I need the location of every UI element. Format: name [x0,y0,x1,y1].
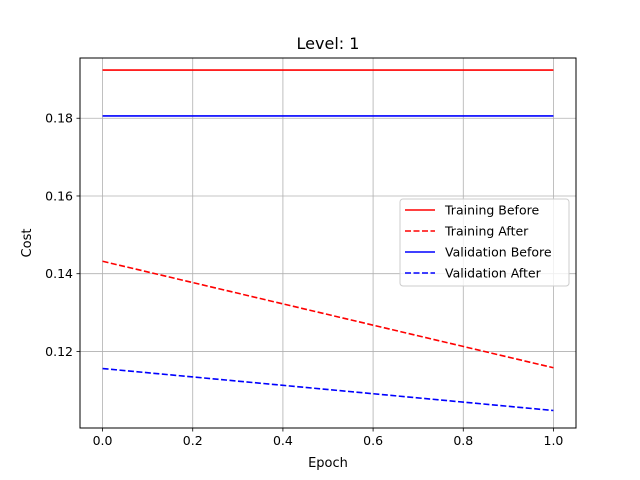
series-lines [102,69,554,412]
x-tick-label: 0.2 [183,433,203,448]
x-tick-label: 0.4 [273,433,293,448]
series-line-4 [102,367,554,412]
x-tick-label: 0.6 [363,433,383,448]
x-tick-label: 0.8 [453,433,473,448]
x-axis-label: Epoch [308,456,348,471]
legend-box [399,198,570,287]
y-tick-label: 0.14 [45,266,73,281]
x-tick-label: 0.0 [93,433,113,448]
legend-label: Validation After [445,266,542,281]
plot-frame [79,57,577,429]
legend-label: Training Before [444,203,539,218]
legend: Training Before Training After Validation … [399,198,570,287]
chart-title: Level: 1 [297,34,360,53]
y-axis-label: Cost [20,229,35,258]
axis-ticks: 0.0 0.2 0.4 0.6 0.8 1.0 0.12 0.14 0.16 0.18 [45,111,563,448]
legend-label: Validation Before [445,245,552,260]
series-line-2 [102,260,554,369]
x-tick-label: 1.0 [544,433,564,448]
legend-label: Training After [444,224,529,239]
y-tick-label: 0.12 [45,344,73,359]
y-tick-label: 0.16 [45,188,73,203]
y-tick-label: 0.18 [45,111,73,126]
